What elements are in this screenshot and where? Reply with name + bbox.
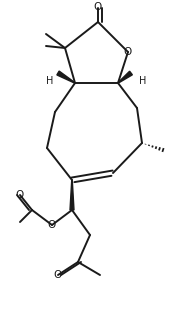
- Polygon shape: [118, 71, 132, 83]
- Text: O: O: [94, 2, 102, 12]
- Text: H: H: [139, 76, 147, 86]
- Text: O: O: [16, 190, 24, 200]
- Text: O: O: [48, 220, 56, 230]
- Text: O: O: [124, 47, 132, 57]
- Text: H: H: [46, 76, 54, 86]
- Polygon shape: [70, 180, 74, 210]
- Text: O: O: [54, 270, 62, 280]
- Polygon shape: [57, 71, 75, 83]
